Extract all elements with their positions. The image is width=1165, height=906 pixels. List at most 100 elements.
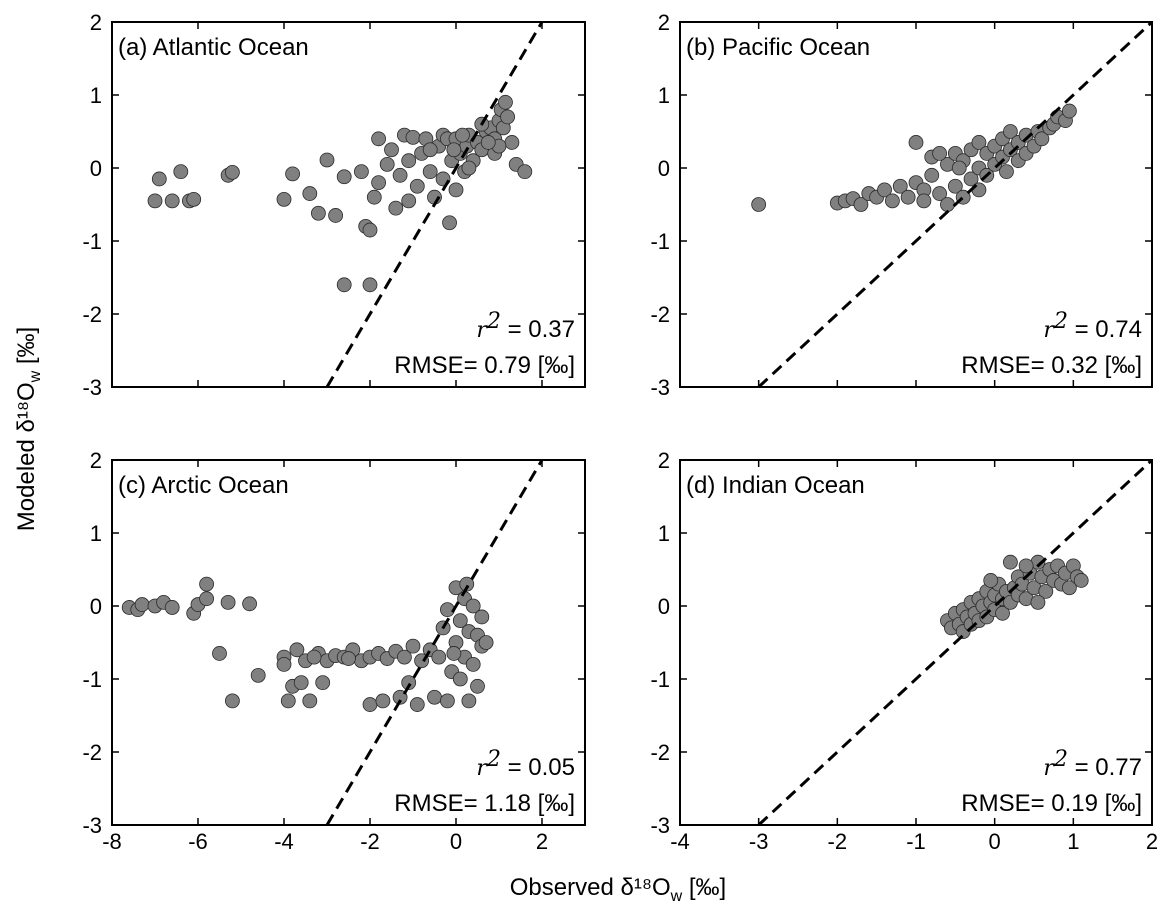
panel-title: (a) Atlantic Ocean <box>118 34 309 61</box>
data-point <box>480 135 496 150</box>
data-point <box>147 193 163 209</box>
data-point <box>186 191 202 207</box>
data-point <box>405 129 421 145</box>
y-tick-label: -2 <box>650 302 670 327</box>
data-point <box>164 193 180 209</box>
data-point <box>900 189 916 205</box>
data-point <box>461 693 477 709</box>
y-tick-label: 1 <box>90 521 102 546</box>
data-point <box>971 182 987 198</box>
y-tick-label: -2 <box>650 740 670 765</box>
data-point <box>431 649 447 665</box>
data-point <box>940 197 955 212</box>
rmse-label: RMSE= 0.32 [‰] <box>961 352 1142 379</box>
y-tick-label: -1 <box>82 667 102 692</box>
r-squared-value: = 0.05 <box>501 754 575 781</box>
data-point <box>362 277 378 293</box>
r-squared-label: r2 = 0.77 <box>1043 747 1142 781</box>
y-tick-label: -3 <box>82 813 102 838</box>
data-point <box>388 200 404 216</box>
data-point <box>379 156 395 172</box>
r-squared-label: r2 = 0.74 <box>1043 309 1142 343</box>
r-squared-symbol: r <box>1043 318 1055 343</box>
data-point <box>947 178 963 194</box>
data-point <box>362 222 378 238</box>
data-point <box>371 175 387 191</box>
data-point <box>276 657 292 672</box>
r-squared-exponent: 2 <box>1053 747 1068 772</box>
x-tick-label: 1 <box>1067 829 1079 854</box>
scatter-points <box>147 94 533 293</box>
r-squared-symbol: r <box>476 756 488 781</box>
data-point <box>983 573 999 588</box>
data-point <box>1030 594 1046 610</box>
x-tick-label: -6 <box>188 829 208 854</box>
rmse-label: RMSE= 1.18 [‰] <box>394 790 575 817</box>
y-tick-label: -2 <box>82 740 102 765</box>
data-point <box>280 693 296 709</box>
data-point <box>932 145 947 161</box>
data-point <box>375 693 391 709</box>
data-point <box>517 164 533 180</box>
x-tick-label: -8 <box>102 829 122 854</box>
data-point <box>319 152 335 168</box>
data-point <box>892 178 908 194</box>
y-tick-label: 2 <box>90 10 102 35</box>
scatter-points <box>940 554 1089 639</box>
data-point <box>971 135 987 150</box>
data-point <box>853 197 869 212</box>
data-point <box>401 675 417 691</box>
data-point <box>310 205 326 221</box>
data-point <box>224 693 240 709</box>
data-point <box>916 193 932 209</box>
y-tick-label: -3 <box>82 375 102 400</box>
data-point <box>999 164 1014 180</box>
rmse-label: RMSE= 0.19 [‰] <box>961 790 1142 817</box>
data-point <box>474 609 490 625</box>
y-tick-label: -1 <box>82 229 102 254</box>
r-squared-label: r2 = 0.05 <box>476 747 575 781</box>
data-point <box>306 649 322 665</box>
data-point <box>1062 580 1077 596</box>
x-tick-label: -3 <box>749 829 769 854</box>
panel-title: (b) Pacific Ocean <box>686 34 870 61</box>
data-point <box>465 657 481 672</box>
data-point <box>885 193 900 209</box>
data-point <box>289 642 305 658</box>
data-point <box>1018 558 1034 574</box>
data-point <box>293 675 309 691</box>
data-point <box>220 594 236 610</box>
data-point <box>353 164 369 180</box>
data-point <box>199 576 215 592</box>
data-point <box>173 164 189 180</box>
data-point <box>409 697 425 712</box>
y-tick-label: 1 <box>90 83 102 108</box>
data-point <box>465 598 481 614</box>
data-point <box>212 646 227 661</box>
data-point <box>315 675 331 691</box>
data-point <box>341 651 356 666</box>
x-tick-label: -4 <box>670 829 690 854</box>
data-point <box>924 167 940 183</box>
y-tick-label: 0 <box>658 594 670 619</box>
data-point <box>1073 573 1089 588</box>
x-tick-label: 0 <box>450 829 462 854</box>
data-point <box>328 208 344 223</box>
data-point <box>199 591 215 607</box>
data-point <box>392 167 408 183</box>
data-point <box>455 127 470 143</box>
data-point <box>1062 103 1077 119</box>
data-point <box>302 693 318 709</box>
r-squared-value: = 0.37 <box>501 316 575 343</box>
r-squared-symbol: r <box>476 318 488 343</box>
data-point <box>448 182 464 198</box>
y-tick-label: -2 <box>82 302 102 327</box>
data-point <box>285 166 301 182</box>
data-point <box>908 135 924 150</box>
data-point <box>362 697 378 712</box>
data-point <box>498 94 513 110</box>
data-point <box>396 649 412 665</box>
data-point <box>478 635 494 650</box>
